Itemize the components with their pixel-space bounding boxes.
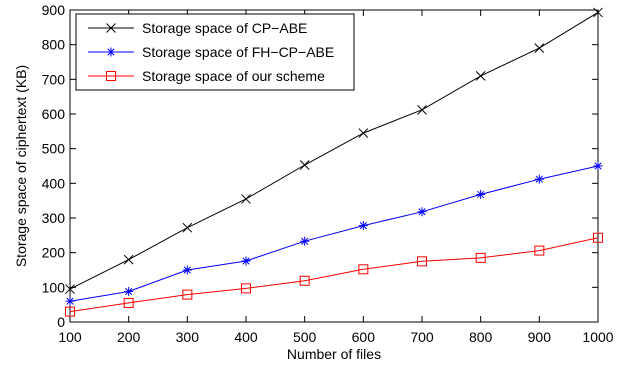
legend-swatch-2	[88, 71, 134, 81]
data-point	[358, 264, 369, 275]
data-point	[123, 297, 134, 308]
x-tick-label: 200	[117, 329, 141, 345]
data-point	[123, 254, 134, 265]
x-tick-label: 300	[176, 329, 200, 345]
legend-swatch-1	[88, 47, 134, 57]
y-axis-title: Storage space of ciphertext (KB)	[13, 65, 29, 267]
data-point	[241, 256, 251, 266]
series-2	[65, 232, 603, 317]
y-tick-label: 0	[57, 314, 65, 330]
x-axis-title: Number of files	[287, 346, 381, 362]
y-tick-label: 500	[42, 141, 66, 157]
legend-label-fh-cp-abe: Storage space of FH−CP−ABE	[142, 44, 334, 60]
x-tick-label: 900	[528, 329, 552, 345]
data-point	[358, 221, 368, 231]
data-point	[534, 174, 544, 184]
legend-label-our-scheme: Storage space of our scheme	[142, 68, 325, 84]
legend-swatch-0	[88, 23, 134, 33]
data-point	[300, 236, 310, 246]
data-point	[417, 104, 427, 115]
data-point	[299, 160, 310, 170]
x-tick-label: 600	[352, 329, 376, 345]
data-point	[65, 284, 75, 294]
y-tick-label: 700	[42, 71, 66, 87]
x-tick-label: 700	[410, 329, 434, 345]
y-tick-label: 100	[42, 279, 66, 295]
data-point	[475, 71, 486, 81]
data-point	[476, 189, 486, 199]
x-tick-label: 400	[234, 329, 258, 345]
x-tick-label: 500	[293, 329, 317, 345]
data-point	[534, 43, 545, 53]
data-point	[593, 232, 603, 243]
y-tick-label: 800	[42, 37, 66, 53]
y-axis: 0 100 200 300 400 500 600 700 800 900	[42, 2, 598, 330]
x-tick-label: 800	[469, 329, 493, 345]
data-point	[241, 194, 251, 204]
series-0	[65, 7, 603, 294]
data-point	[593, 7, 603, 18]
data-point	[475, 252, 486, 263]
data-point	[299, 275, 310, 286]
y-tick-label: 400	[42, 175, 66, 191]
legend-label-cp-abe: Storage space of CP−ABE	[142, 20, 307, 36]
y-tick-label: 600	[42, 106, 66, 122]
legend: Storage space of CP−ABE Storage space of…	[75, 13, 355, 91]
data-point	[593, 161, 603, 171]
data-point	[124, 286, 134, 296]
data-point	[534, 245, 545, 256]
data-point	[182, 289, 193, 300]
x-tick-label: 100	[58, 329, 82, 345]
series-line	[69, 165, 599, 302]
data-point	[182, 265, 192, 275]
series-layer	[65, 7, 603, 317]
series-line	[69, 11, 599, 290]
data-point	[182, 222, 193, 233]
legend-marker	[106, 47, 116, 57]
y-tick-label: 300	[42, 210, 66, 226]
y-tick-label: 200	[42, 245, 66, 261]
data-point	[65, 296, 75, 306]
data-point	[358, 128, 369, 138]
x-axis: 100 200 300 400 500 600 700 800 900 1000	[58, 10, 614, 345]
data-point	[241, 283, 251, 294]
x-tick-label: 1000	[582, 329, 613, 345]
legend-marker	[106, 23, 116, 33]
series-1	[65, 161, 603, 306]
series-line	[69, 237, 599, 313]
legend-marker	[106, 71, 116, 81]
y-tick-label: 900	[42, 2, 66, 18]
data-point	[417, 207, 427, 217]
data-point	[65, 306, 75, 317]
data-point	[417, 256, 427, 267]
